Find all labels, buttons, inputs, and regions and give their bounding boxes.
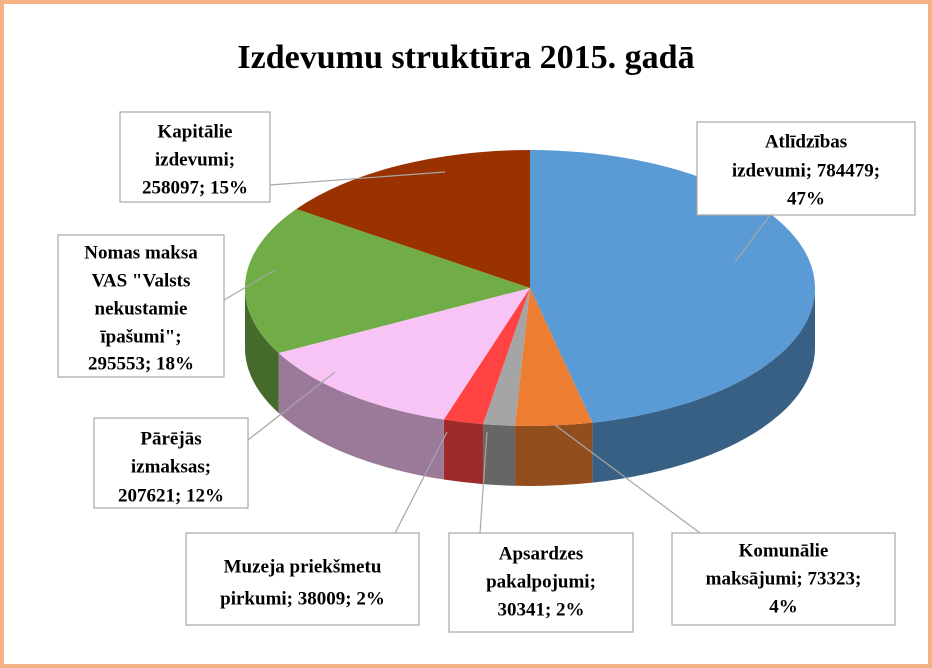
chart-title: Izdevumu struktūra 2015. gadā bbox=[237, 39, 694, 76]
data-label: 47% bbox=[787, 188, 825, 209]
data-label: Komunālie bbox=[739, 540, 829, 561]
slice bbox=[515, 288, 593, 427]
label-box bbox=[448, 532, 634, 633]
data-label: izmaksas; bbox=[131, 456, 211, 477]
label-box bbox=[185, 532, 420, 626]
data-label: izdevumi; 784479; bbox=[732, 160, 880, 181]
label-box bbox=[696, 121, 916, 216]
slice bbox=[244, 208, 530, 354]
label-box bbox=[93, 417, 249, 509]
data-label: Muzeja priekšmetu bbox=[224, 556, 382, 577]
leader-line bbox=[734, 214, 771, 263]
data-label: maksājumi; 73323; bbox=[706, 568, 862, 589]
data-label: izdevumi; bbox=[155, 149, 235, 170]
data-label: Nomas maksa bbox=[84, 242, 198, 263]
label-box bbox=[119, 111, 271, 203]
slice bbox=[443, 288, 530, 425]
data-label: nekustamie bbox=[95, 298, 188, 319]
data-label: 4% bbox=[769, 596, 798, 617]
slice-side bbox=[515, 422, 593, 486]
leader-line bbox=[394, 431, 448, 534]
slice bbox=[278, 288, 530, 420]
leader-line bbox=[554, 424, 701, 534]
slice-side bbox=[592, 288, 816, 483]
data-label: Atlīdzības bbox=[765, 131, 847, 152]
slice-side bbox=[278, 353, 444, 480]
leader-line bbox=[223, 269, 276, 301]
label-box bbox=[57, 234, 225, 378]
label-box bbox=[671, 532, 896, 626]
data-label: Apsardzes bbox=[499, 543, 583, 564]
data-label: pakalpojumi; bbox=[486, 571, 596, 592]
slice-side bbox=[483, 424, 516, 486]
slice-side bbox=[443, 419, 484, 485]
leader-line bbox=[269, 171, 446, 186]
slice bbox=[296, 150, 530, 288]
data-label: 207621; 12% bbox=[118, 485, 224, 506]
slice bbox=[530, 150, 816, 423]
data-label: pirkumi; 38009; 2% bbox=[220, 588, 385, 609]
data-label: 258097; 15% bbox=[142, 177, 248, 198]
data-label: 295553; 18% bbox=[88, 353, 194, 374]
data-label: īpašumi"; bbox=[99, 326, 181, 347]
leader-line bbox=[247, 371, 336, 441]
slice-side bbox=[245, 288, 279, 414]
data-label: Pārējās bbox=[140, 428, 201, 449]
data-label: 30341; 2% bbox=[497, 599, 584, 620]
slice bbox=[483, 288, 530, 426]
leader-line bbox=[479, 431, 488, 534]
data-label: VAS "Valsts bbox=[92, 270, 191, 291]
data-label: Kapitālie bbox=[158, 121, 233, 142]
